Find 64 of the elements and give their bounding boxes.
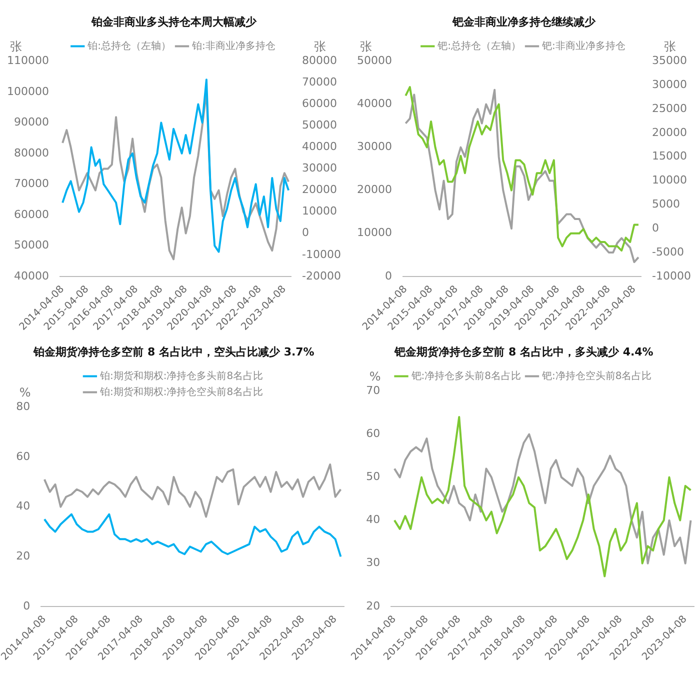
y2-tick-label: 50000 [302,118,338,132]
y2-tick-label: 35000 [652,54,688,68]
y-tick-label: 50 [366,470,380,484]
y-tick-label: 60 [366,427,380,440]
y-tick-label: 40000 [14,269,49,282]
chart-title: 铂金期货净持仓多空前 8 名占比中，空头占比减少 3.7% [32,345,314,358]
y2-tick-label: 5000 [652,198,680,211]
chart-title: 钯金非商业净多持仓继续减少 [452,15,596,28]
y2-tick-label: 40000 [302,140,338,154]
y-tick-label: 50000 [14,238,49,252]
y-tick-label: 70000 [14,177,49,190]
legend-label: 钯:净持仓空头前8名占比 [541,370,652,382]
y2-tick-label: 30000 [302,162,338,175]
y-tick-label: 40000 [356,97,392,110]
y-tick-label: 90000 [14,116,49,129]
y2-tick-label: 60000 [302,97,338,110]
y-tick-label: 80 [16,400,30,414]
y-tick-label: 100000 [6,84,49,98]
y2-axis-title: 张 [314,39,326,54]
y-tick-label: 50000 [356,54,392,68]
y-tick-label: 40 [366,513,380,526]
y2-tick-label: 20000 [302,183,338,196]
y2-tick-label: 70000 [302,76,338,89]
y-tick-label: 80000 [14,146,49,160]
y-tick-label: 20 [16,549,30,562]
y-tick-label: 40 [16,500,30,513]
y-tick-label: 0 [23,599,30,612]
legend-label: 钯:净持仓多头前8名占比 [410,370,522,382]
y-axis-title: % [19,385,31,400]
y-tick-label: 70 [366,384,380,398]
y-axis-title: 张 [10,39,22,54]
y-tick-label: 0 [384,269,392,282]
y-tick-label: 20000 [356,183,392,196]
y2-tick-label: 0 [302,226,310,240]
y-tick-label: 20 [366,599,380,612]
chart-title: 铂金非商业多头持仓本周大幅减少 [90,15,258,28]
legend-label: 铂:期货和期权:净持仓空头前8名占比 [98,386,264,398]
y2-tick-label: 10000 [652,174,688,187]
legend-label: 钯:总持仓（左轴） [436,40,522,52]
y-tick-label: 110000 [6,54,49,68]
y-tick-label: 60000 [14,208,49,221]
y2-tick-label: 10000 [302,204,338,218]
y-axis-title: % [369,369,381,384]
y2-tick-label: 0 [652,221,660,234]
y2-tick-label: 80000 [302,54,338,68]
y2-axis-title: 张 [664,39,676,54]
y2-tick-label: -10000 [652,269,692,282]
y-axis-title: 张 [360,39,372,54]
y2-tick-label: 30000 [652,78,688,91]
legend-label: 铂:期货和期权:净持仓多头前8名占比 [98,370,264,382]
chart-title: 钯金期货净持仓多空前 8 名占比中，多头减少 4.4% [394,345,654,358]
y-tick-label: 10000 [356,226,392,240]
y2-tick-label: -20000 [302,269,342,282]
y-tick-label: 30 [366,556,380,570]
y2-tick-label: 15000 [652,150,688,163]
y2-tick-label: 25000 [652,102,688,115]
legend-label: 铂:总持仓（左轴） [86,40,172,52]
y2-tick-label: 20000 [652,126,688,139]
legend-label: 铂:非商业净多持仓 [191,40,276,52]
legend-label: 钯:非商业净多持仓 [541,40,626,52]
y2-tick-label: -5000 [652,245,684,258]
y2-tick-label: -10000 [302,248,342,261]
y-tick-label: 60 [16,450,30,463]
y-tick-label: 30000 [356,140,392,154]
